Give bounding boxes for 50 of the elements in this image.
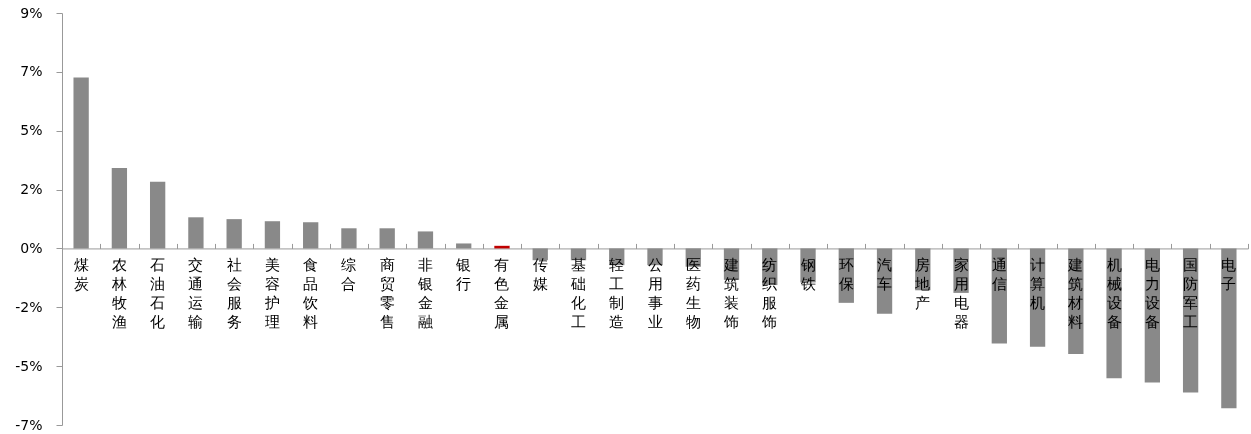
x-tick-label: 电子 (1221, 256, 1237, 294)
x-tick-label: 社会服务 (226, 256, 242, 332)
x-tick-label: 房地产 (914, 256, 931, 313)
x-tick-label: 商贸零售 (379, 256, 395, 332)
x-tick-label: 电力设备 (1144, 256, 1160, 332)
x-tick-label: 汽车 (877, 256, 893, 294)
x-tick-label: 综合 (341, 256, 357, 294)
x-tick-label: 基础化工 (569, 256, 586, 332)
x-tick-label: 钢铁 (799, 256, 816, 294)
x-tick-label: 计算机 (1030, 256, 1046, 313)
x-tick-label: 银行 (455, 256, 472, 294)
x-tick-label: 建筑材料 (1067, 256, 1084, 332)
x-tick-label: 有色金属 (494, 256, 510, 332)
x-tick-label: 机械设备 (1106, 256, 1122, 332)
x-tick-label: 家用电器 (953, 256, 969, 332)
x-tick-label: 传媒 (532, 256, 548, 294)
y-tick-label: 0% (20, 239, 43, 256)
bar (188, 217, 204, 249)
bar (303, 222, 319, 249)
x-tick-label: 美容护理 (263, 256, 280, 332)
bar (226, 219, 242, 249)
x-tick-label: 建筑装饰 (723, 256, 740, 332)
x-tick-label: 非银金融 (416, 256, 433, 332)
x-tick-label: 公用事业 (647, 256, 663, 332)
y-tick-label: 2% (20, 181, 43, 198)
x-tick-label: 农林牧渔 (110, 256, 127, 332)
y-tick-label: 9% (20, 4, 43, 21)
x-tick-label: 纺织服饰 (761, 256, 778, 332)
y-tick-label: -2% (15, 298, 43, 315)
y-tick-label: 7% (20, 63, 43, 80)
x-tick-label: 通信 (991, 256, 1007, 294)
bar (379, 228, 395, 249)
x-tick-label: 国防军工 (1183, 256, 1199, 332)
bar (341, 228, 357, 249)
bar (456, 243, 472, 249)
bar (111, 168, 128, 249)
y-tick-label: 5% (20, 122, 43, 139)
y-tick-label: -5% (15, 357, 43, 374)
x-tick-label: 石油石化 (150, 256, 166, 332)
bar (73, 77, 89, 249)
bar (149, 181, 166, 249)
x-tick-label: 煤炭 (73, 256, 89, 294)
y-tick-label: -7% (15, 416, 43, 433)
x-tick-label: 轻工制造 (609, 256, 625, 332)
bar (417, 231, 434, 249)
x-tick-label: 食品饮料 (302, 256, 319, 332)
bar (1221, 248, 1237, 409)
x-tick-label: 环保 (838, 256, 854, 294)
bar (264, 221, 281, 249)
x-tick-label: 交通运输 (188, 256, 204, 332)
